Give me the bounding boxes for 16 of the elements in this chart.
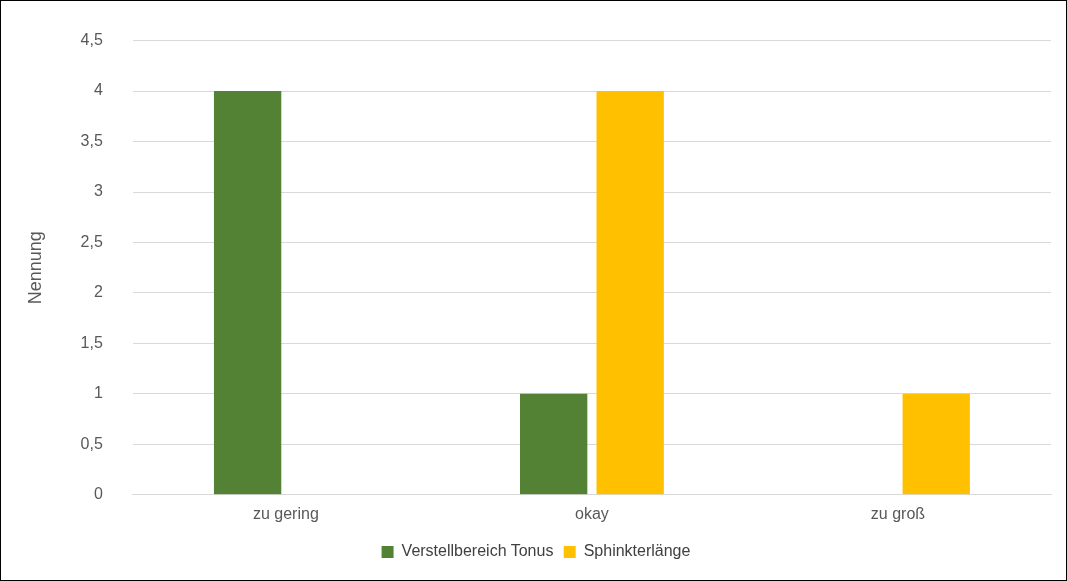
- y-tick-label: 3: [93, 182, 103, 200]
- legend-label: Sphinkterlänge: [583, 542, 691, 560]
- y-tick-label: 4: [93, 81, 103, 99]
- y-tick-label: 1,5: [80, 333, 103, 351]
- y-tick-label: 1: [93, 384, 103, 402]
- x-tick-label: zu gering: [252, 504, 319, 522]
- y-tick-label: 2,5: [80, 232, 103, 250]
- y-axis-title: Nennung: [24, 231, 45, 305]
- y-tick-label: 4,5: [80, 31, 103, 49]
- legend-label: Verstellbereich Tonus: [401, 542, 554, 560]
- x-tick-label: zu groß: [870, 504, 926, 522]
- y-tick-label: 0,5: [80, 434, 103, 452]
- y-tick-label: 2: [93, 283, 103, 301]
- y-tick-label: 3,5: [80, 131, 103, 149]
- y-tick-label: 0: [93, 485, 103, 503]
- x-tick-label: okay: [575, 504, 609, 522]
